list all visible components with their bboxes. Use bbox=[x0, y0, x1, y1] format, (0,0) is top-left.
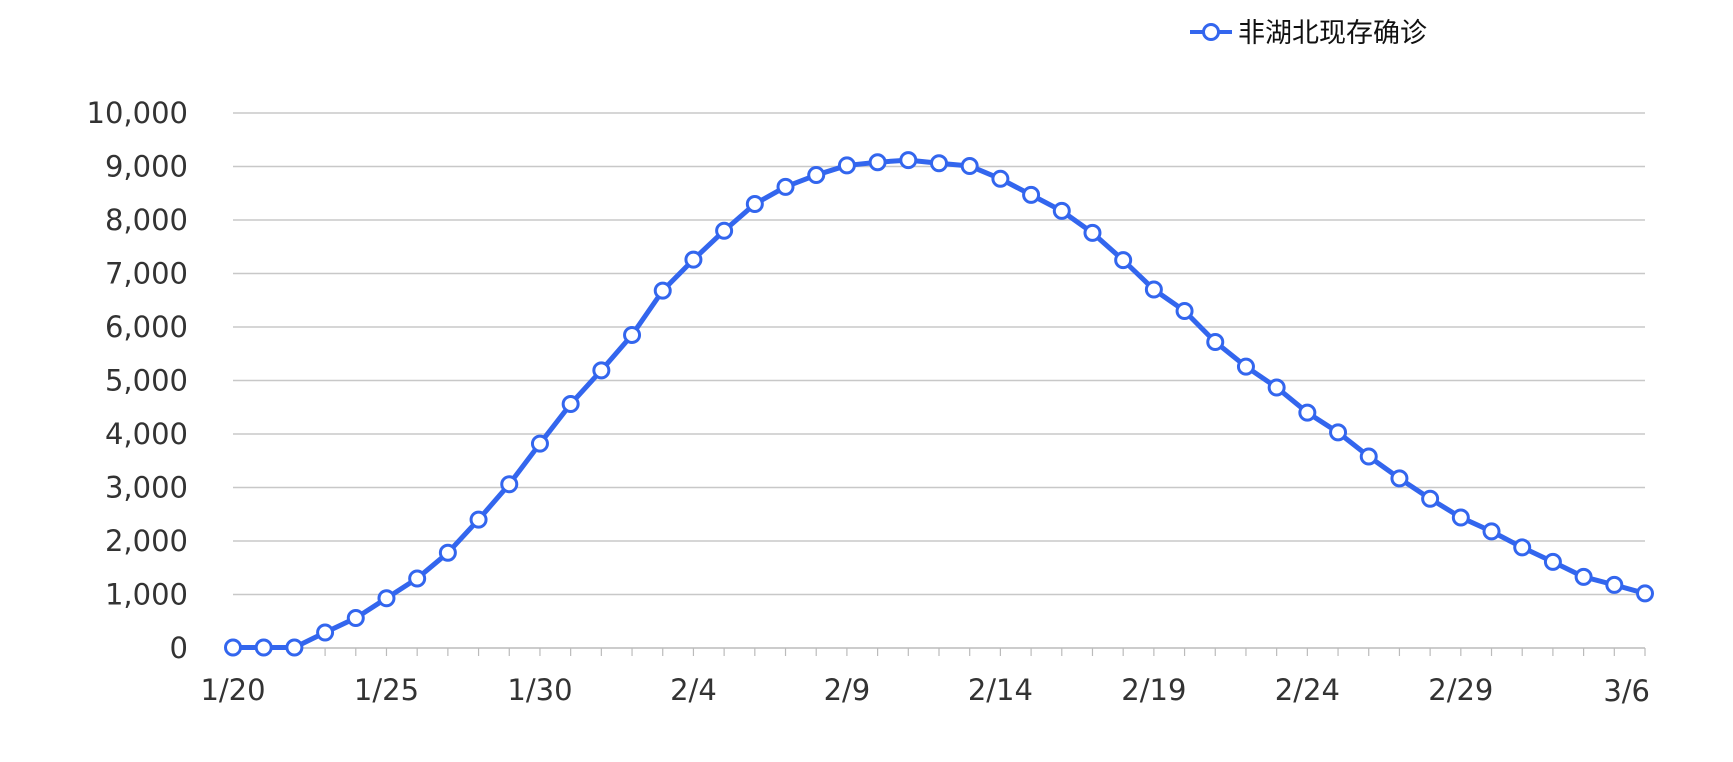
data-point bbox=[500, 475, 519, 494]
x-tick-label: 2/9 bbox=[824, 673, 871, 707]
data-point bbox=[1083, 223, 1102, 242]
x-axis-tick-labels: 1/20 1/25 1/30 2/4 2/9 2/14 2/19 2/24 2/29 3/6 bbox=[200, 673, 1650, 708]
data-point bbox=[1022, 185, 1041, 204]
data-point bbox=[224, 638, 242, 657]
data-point bbox=[1636, 584, 1654, 603]
data-point bbox=[377, 589, 396, 608]
data-point bbox=[1206, 332, 1225, 351]
data-point bbox=[991, 169, 1010, 188]
data-point bbox=[1144, 280, 1163, 299]
data-point bbox=[1329, 423, 1348, 442]
data-point bbox=[1513, 538, 1532, 557]
legend-label: 非湖北现存确诊 bbox=[1238, 18, 1427, 49]
y-tick-label: 7,000 bbox=[105, 257, 188, 291]
x-tick-label: 2/14 bbox=[968, 673, 1033, 707]
data-point bbox=[1543, 552, 1562, 571]
y-tick-label: 8,000 bbox=[105, 203, 188, 237]
data-point bbox=[1605, 575, 1624, 594]
data-point bbox=[1267, 378, 1286, 397]
data-point bbox=[745, 194, 764, 213]
x-tick-label: 1/25 bbox=[354, 673, 419, 707]
data-point bbox=[1236, 357, 1255, 376]
data-point bbox=[868, 153, 887, 172]
legend: 非湖北现存确诊 bbox=[1190, 18, 1427, 49]
data-point bbox=[715, 221, 734, 240]
data-point bbox=[1052, 201, 1071, 220]
data-point bbox=[776, 177, 795, 196]
series-layer bbox=[224, 151, 1654, 657]
y-tick-label: 6,000 bbox=[105, 310, 188, 344]
data-point bbox=[561, 395, 580, 414]
y-tick-label: 5,000 bbox=[105, 364, 188, 398]
y-tick-label: 9,000 bbox=[105, 150, 188, 184]
data-point bbox=[1390, 469, 1409, 488]
x-tick-label: 1/20 bbox=[200, 673, 265, 707]
x-tick-label: 3/6 bbox=[1603, 674, 1650, 708]
data-point bbox=[960, 156, 979, 175]
data-point bbox=[807, 166, 826, 185]
data-point bbox=[438, 543, 457, 562]
y-tick-label: 0 bbox=[170, 631, 188, 665]
data-point bbox=[1574, 567, 1593, 586]
data-point bbox=[408, 569, 427, 588]
y-tick-label: 3,000 bbox=[105, 471, 188, 505]
x-tick-label: 2/4 bbox=[670, 673, 717, 707]
y-axis-tick-labels: 0 1,000 2,000 3,000 4,000 5,000 6,000 7,000 8,00… bbox=[87, 96, 188, 665]
data-point bbox=[623, 326, 642, 345]
x-tick-label: 2/24 bbox=[1275, 673, 1340, 707]
grid-lines bbox=[233, 112, 1645, 596]
data-point bbox=[592, 361, 611, 380]
data-point bbox=[1175, 301, 1194, 320]
legend-marker-swatch bbox=[1202, 23, 1220, 41]
data-point bbox=[285, 638, 304, 657]
x-tick-label: 2/19 bbox=[1121, 673, 1186, 707]
data-point bbox=[469, 510, 488, 529]
y-tick-label: 10,000 bbox=[87, 96, 188, 130]
data-point bbox=[899, 151, 918, 170]
y-tick-label: 4,000 bbox=[105, 417, 188, 451]
data-point bbox=[530, 434, 549, 453]
data-point bbox=[254, 638, 273, 657]
data-point bbox=[653, 281, 672, 300]
data-point bbox=[346, 609, 365, 628]
data-point bbox=[930, 154, 948, 173]
y-tick-label: 1,000 bbox=[105, 578, 188, 612]
x-axis bbox=[232, 647, 1646, 656]
y-tick-label: 2,000 bbox=[105, 524, 188, 558]
data-point bbox=[1114, 251, 1133, 270]
data-point bbox=[837, 156, 856, 175]
data-point bbox=[1298, 403, 1317, 422]
data-point bbox=[316, 623, 335, 642]
data-point bbox=[1359, 447, 1378, 466]
data-point bbox=[1421, 489, 1440, 508]
series-line bbox=[230, 157, 1648, 650]
data-point bbox=[684, 250, 703, 269]
x-tick-label: 2/29 bbox=[1428, 673, 1493, 707]
x-tick-label: 1/30 bbox=[507, 673, 572, 707]
data-point bbox=[1451, 508, 1470, 527]
data-point bbox=[1482, 522, 1501, 541]
